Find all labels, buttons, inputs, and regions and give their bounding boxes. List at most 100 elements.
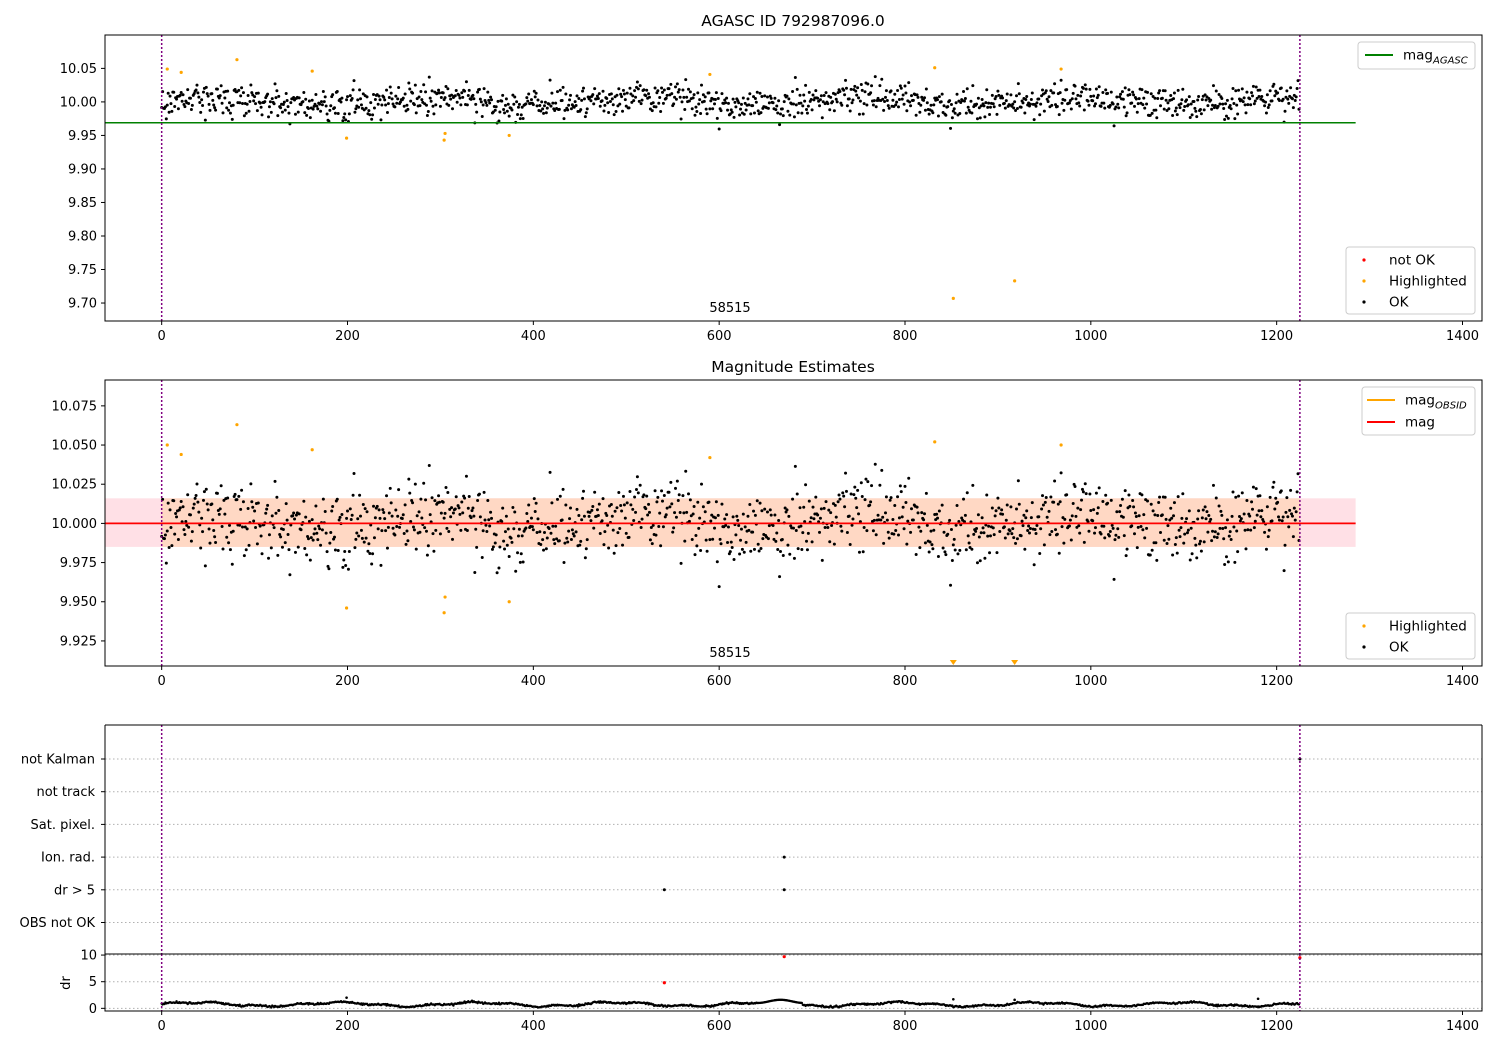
ok-point: [1160, 96, 1164, 100]
ok-point: [644, 94, 648, 98]
ok-point: [240, 86, 244, 90]
ok-point: [302, 499, 306, 503]
ok-point: [1136, 525, 1140, 529]
ok-point: [952, 107, 956, 111]
ok-point: [830, 524, 834, 528]
ok-point: [1155, 558, 1159, 562]
ok-point: [775, 104, 779, 108]
ok-point: [281, 528, 285, 532]
ok-point: [1132, 505, 1136, 509]
ok-point: [687, 492, 691, 496]
ok-point: [519, 113, 523, 117]
ok-point: [317, 524, 321, 528]
ok-point: [467, 88, 471, 92]
ok-point: [1009, 93, 1013, 97]
ok-point: [529, 516, 533, 520]
ok-point: [800, 111, 804, 115]
ok-point: [299, 528, 303, 532]
ok-point: [1068, 99, 1072, 103]
ok-point: [469, 97, 473, 101]
ok-point: [362, 540, 366, 544]
ok-point: [360, 536, 364, 540]
ok-point: [296, 110, 300, 114]
ok-point: [771, 523, 775, 527]
ok-point: [274, 511, 278, 515]
ok-point: [276, 553, 280, 557]
ok-point: [359, 528, 363, 532]
ok-point: [802, 93, 806, 97]
ok-point: [191, 506, 195, 510]
ok-point: [963, 96, 967, 100]
ok-point: [920, 511, 924, 515]
ok-point: [319, 109, 323, 113]
ok-point: [901, 505, 905, 509]
ok-point: [242, 554, 246, 558]
ok-point: [892, 532, 896, 536]
ok-point: [1195, 115, 1199, 119]
ok-point: [714, 91, 718, 95]
ok-point: [1039, 102, 1043, 106]
ok-point: [270, 97, 274, 101]
ok-point: [962, 497, 966, 501]
ok-point: [1159, 104, 1163, 108]
ok-point: [707, 500, 711, 504]
ok-point: [791, 497, 795, 501]
ok-point: [737, 523, 741, 527]
ok-point: [1073, 484, 1077, 488]
panel-agasc-title: AGASC ID 792987096.0: [701, 12, 885, 30]
ok-point: [1253, 519, 1257, 523]
ok-point: [354, 537, 358, 541]
ok-point: [617, 87, 621, 91]
ok-point: [491, 545, 495, 549]
ok-point: [214, 108, 218, 112]
ok-point: [859, 83, 863, 87]
ok-point: [1244, 111, 1248, 115]
ok-point: [698, 98, 702, 102]
highlighted-point: [708, 455, 712, 460]
ok-point: [179, 499, 183, 503]
ok-point: [333, 535, 336, 539]
ok-point: [483, 518, 487, 522]
ok-point: [259, 534, 263, 538]
ok-point: [593, 490, 597, 494]
ok-point: [214, 541, 218, 545]
ok-point: [1108, 103, 1112, 107]
ok-point: [431, 104, 435, 108]
ok-point: [819, 94, 823, 98]
ok-point: [730, 545, 734, 549]
highlighted-point: [165, 67, 169, 71]
ok-point: [1223, 117, 1227, 121]
ok-point: [995, 551, 999, 555]
ok-point: [736, 518, 740, 522]
ok-point: [713, 97, 717, 101]
ok-point: [194, 493, 198, 497]
ok-point: [393, 105, 397, 109]
ok-point: [798, 506, 802, 510]
ok-point: [1094, 87, 1098, 91]
highlighted-point: [179, 70, 183, 75]
ok-point: [1206, 530, 1210, 534]
ok-point: [542, 111, 546, 115]
ok-point: [767, 524, 771, 528]
ok-point: [202, 490, 206, 494]
ok-point: [983, 115, 987, 119]
category-label: not track: [36, 785, 95, 800]
ok-point: [777, 519, 781, 523]
ok-point: [252, 99, 256, 103]
ok-point: [1266, 106, 1270, 110]
ok-point: [1187, 95, 1191, 99]
ok-point: [534, 501, 538, 505]
ok-point: [853, 84, 857, 88]
dr-point: [1013, 998, 1016, 1002]
ok-point: [557, 107, 561, 111]
x-tick-label: 0: [158, 329, 166, 344]
ok-point: [1023, 547, 1027, 551]
ok-point: [645, 88, 649, 92]
ok-point: [1207, 513, 1211, 517]
ok-point: [635, 80, 639, 84]
ok-point: [812, 517, 816, 521]
ok-point: [432, 112, 436, 116]
ok-point: [296, 545, 300, 549]
ok-point: [526, 519, 530, 523]
